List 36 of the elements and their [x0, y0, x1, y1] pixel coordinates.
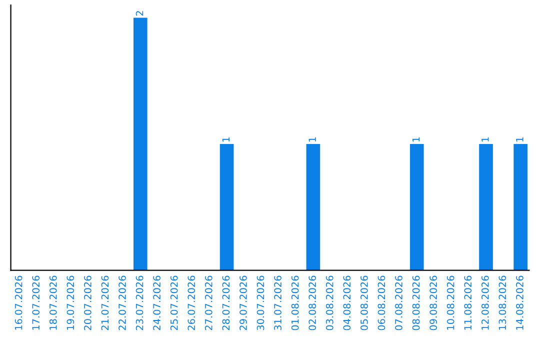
- x-tick-label: 01.08.2026: [291, 276, 299, 330]
- x-tick-label: 20.07.2026: [84, 276, 92, 330]
- data-label: 2: [136, 11, 144, 16]
- x-tick-label: 31.07.2026: [274, 276, 282, 330]
- x-tick-label: 24.07.2026: [153, 276, 160, 330]
- x-tick-label: 26.07.2026: [188, 276, 196, 330]
- x-tick-label: 05.08.2026: [360, 276, 368, 330]
- x-tick-label: 12.08.2026: [481, 276, 489, 330]
- x-tick-label: 18.07.2026: [49, 276, 57, 330]
- x-tick-label: 27.07.2026: [204, 276, 212, 330]
- data-label: 1: [308, 137, 316, 142]
- x-tick-label: 21.07.2026: [101, 276, 109, 330]
- x-tick-label: 14.08.2026: [516, 276, 524, 330]
- data-label: 1: [516, 137, 524, 142]
- x-tick-label: 22.07.2026: [118, 276, 126, 330]
- x-tick-label: 02.08.2026: [308, 276, 316, 330]
- x-tick-label: 06.08.2026: [378, 276, 386, 330]
- x-tick-label: 30.07.2026: [256, 276, 264, 330]
- x-tick-label: 13.08.2026: [498, 276, 506, 330]
- x-tick-label: 28.07.2026: [222, 276, 230, 330]
- x-tick-label: 29.07.2026: [240, 276, 247, 330]
- x-tick-label: 03.08.2026: [326, 276, 334, 330]
- x-tick-label: 07.08.2026: [395, 276, 402, 330]
- data-label: 1: [412, 137, 420, 142]
- x-tick-label: 10.08.2026: [446, 276, 454, 330]
- x-tick-label: 09.08.2026: [430, 276, 437, 330]
- x-tick-label: 16.07.2026: [14, 276, 22, 330]
- x-tick-label: 11.08.2026: [464, 276, 472, 330]
- data-label: 1: [482, 137, 489, 142]
- x-tick-label: 23.07.2026: [136, 276, 144, 330]
- x-tick-label: 08.08.2026: [412, 276, 420, 330]
- x-tick-label: 04.08.2026: [343, 276, 351, 330]
- x-tick-label: 19.07.2026: [66, 276, 74, 330]
- x-tick-label: 25.07.2026: [170, 276, 178, 330]
- x-tick-label: 17.07.2026: [32, 276, 40, 330]
- data-label: 1: [222, 137, 230, 142]
